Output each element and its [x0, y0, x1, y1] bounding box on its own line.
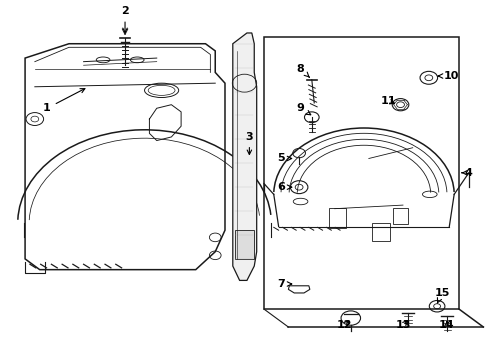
Polygon shape — [232, 33, 256, 280]
Text: 3: 3 — [245, 132, 253, 154]
Bar — [264, 37, 458, 309]
Text: 7: 7 — [277, 279, 291, 289]
Text: 9: 9 — [296, 103, 310, 115]
Bar — [372, 223, 389, 241]
Text: 8: 8 — [296, 64, 309, 77]
Polygon shape — [234, 230, 254, 259]
Text: 10: 10 — [437, 71, 459, 81]
Bar — [328, 208, 345, 228]
Text: 11: 11 — [380, 96, 395, 106]
Text: 14: 14 — [438, 320, 454, 330]
Text: 12: 12 — [336, 320, 351, 330]
Text: 1: 1 — [43, 89, 85, 113]
Text: 6: 6 — [277, 182, 291, 192]
Text: 2: 2 — [121, 6, 129, 32]
Text: 15: 15 — [433, 288, 449, 303]
Text: 5: 5 — [277, 153, 291, 163]
Text: 13: 13 — [394, 320, 410, 330]
Text: 4: 4 — [461, 168, 472, 178]
Bar — [392, 208, 407, 224]
